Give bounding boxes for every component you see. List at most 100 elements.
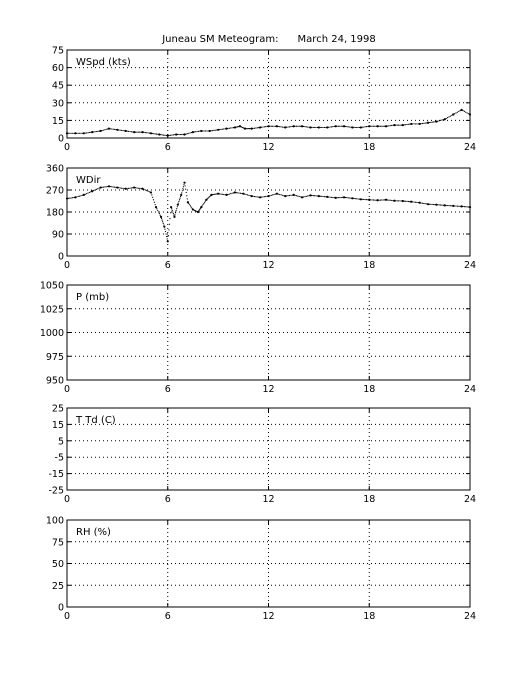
trace-dot: [161, 134, 163, 136]
data-point: [124, 187, 127, 190]
trace-dot: [190, 131, 193, 134]
data-point: [418, 201, 421, 204]
trace-dot: [164, 230, 167, 233]
data-point: [309, 126, 312, 129]
trace-dot: [274, 125, 277, 127]
trace-dot: [111, 186, 113, 188]
x-tick-label: 24: [464, 494, 476, 505]
trace-dot: [220, 128, 222, 130]
trace-dot: [321, 126, 323, 129]
trace-dot: [288, 194, 291, 197]
trace-dot: [445, 117, 447, 120]
trace-dot: [73, 132, 75, 134]
trace-dot: [333, 197, 335, 199]
trace-dot: [245, 128, 247, 130]
trace-dot: [347, 126, 349, 128]
trace-dot: [392, 124, 394, 126]
trace-dot: [104, 186, 106, 188]
trace-dot: [412, 123, 414, 125]
trace-dot: [213, 129, 215, 131]
trace-dot: [353, 126, 355, 129]
y-tick-label: 270: [46, 186, 64, 197]
data-point: [166, 134, 169, 137]
trace-dot: [350, 126, 352, 128]
trace-dot: [468, 113, 470, 115]
trace-dot: [346, 126, 348, 128]
x-tick-label: 12: [262, 260, 274, 271]
trace-dot: [262, 126, 264, 128]
trace-dot: [361, 198, 363, 200]
trace-dot: [328, 196, 330, 198]
data-point: [275, 192, 278, 195]
panel-label: RH (%): [76, 527, 111, 538]
trace-dot: [169, 212, 172, 214]
trace-dot: [451, 114, 453, 116]
trace-dot: [273, 193, 275, 196]
panel-label: WSpd (kts): [76, 57, 131, 68]
trace-dot: [84, 132, 86, 134]
trace-dot: [332, 126, 334, 128]
trace-dot: [87, 192, 89, 194]
trace-dot: [406, 123, 408, 126]
y-tick-label: -15: [48, 469, 64, 480]
trace-dot: [258, 127, 260, 129]
x-tick-label: 24: [464, 260, 476, 271]
trace-dot: [171, 208, 173, 210]
x-tick-label: 6: [165, 611, 171, 622]
trace-dot: [146, 190, 148, 192]
trace-dot: [465, 111, 467, 113]
trace-dot: [98, 187, 100, 189]
data-point: [384, 198, 388, 201]
trace-dot: [189, 205, 192, 207]
trace-dot: [152, 196, 154, 198]
data-point: [154, 206, 158, 209]
data-point: [376, 199, 379, 202]
trace-dot: [246, 128, 248, 130]
data-point: [359, 198, 362, 201]
trace-dot: [438, 204, 440, 206]
trace-dot: [81, 132, 83, 134]
trace-dot: [203, 130, 205, 132]
trace-dot: [382, 199, 384, 201]
x-tick-label: 18: [363, 384, 375, 395]
trace-dot: [342, 196, 344, 199]
trace-dot: [130, 131, 132, 133]
trace-dot: [154, 204, 156, 206]
trace-dot: [227, 193, 229, 196]
trace-dot: [151, 132, 153, 135]
trace-dot: [339, 196, 341, 199]
trace-dot: [72, 132, 74, 134]
trace-dot: [381, 125, 383, 127]
trace-dot: [181, 192, 183, 194]
data-point: [225, 193, 228, 196]
trace-dot: [112, 186, 114, 188]
trace-dot: [144, 189, 146, 191]
trace-dot: [386, 125, 389, 127]
data-point: [292, 193, 295, 196]
trace-dot: [101, 186, 103, 188]
data-point: [284, 126, 287, 129]
data-point: [141, 131, 144, 134]
trace-dot: [447, 204, 449, 207]
trace-dot: [363, 198, 365, 201]
trace-dot: [221, 128, 223, 130]
data-point: [351, 126, 354, 129]
trace-dot: [417, 123, 419, 125]
trace-dot: [183, 184, 185, 186]
y-tick-label: 60: [52, 63, 64, 74]
data-point: [426, 121, 430, 124]
trace-dot: [440, 204, 442, 206]
trace-dot: [111, 128, 113, 130]
trace-dot: [258, 196, 260, 198]
trace-dot: [203, 202, 205, 205]
trace-dot: [374, 199, 376, 201]
trace-dot: [412, 201, 414, 203]
trace-dot: [214, 193, 216, 195]
data-point: [410, 200, 413, 203]
trace-dot: [166, 235, 168, 238]
trace-dot: [165, 134, 167, 137]
trace-dot: [256, 196, 258, 198]
trace-dot: [231, 192, 233, 194]
trace-dot: [434, 121, 436, 123]
trace-dot: [162, 134, 165, 136]
